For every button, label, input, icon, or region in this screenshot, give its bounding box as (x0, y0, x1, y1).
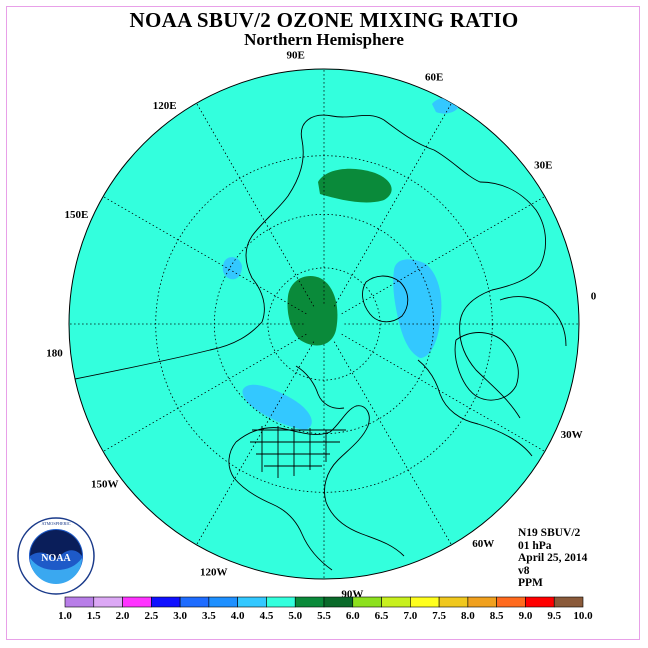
meridian-line (102, 333, 307, 452)
colorbar-swatch (410, 596, 440, 608)
meridian-line (341, 196, 546, 315)
colorbar-label: 2.5 (144, 610, 158, 622)
colorbar-swatch (64, 596, 95, 608)
info-satellite: N19 SBUV/2 (518, 527, 581, 539)
colorbar-label: 9.5 (547, 610, 561, 622)
colorbar-swatch (237, 596, 267, 608)
colorbar-label: 1.0 (58, 610, 72, 622)
page-subtitle: Northern Hemisphere (244, 30, 404, 49)
colorbar-label: 2.0 (116, 610, 130, 622)
colorbar-label: 10.0 (573, 610, 593, 622)
colorbar-label: 6.0 (346, 610, 360, 622)
colorbar-label: 1.5 (87, 610, 101, 622)
colorbar-label: 8.5 (490, 610, 504, 622)
gull-icon (30, 530, 82, 560)
colorbar-swatch (179, 596, 210, 608)
colorbar-swatch (294, 596, 325, 608)
colorbar-swatch (496, 596, 526, 608)
latitude-circle (267, 267, 381, 381)
info-level: 01 hPa (518, 539, 552, 552)
colorbar-label: 7.5 (432, 610, 446, 622)
ozone-low-4.0-pacific (222, 257, 242, 280)
colorbar-swatch (122, 596, 152, 608)
colorbar-swatch (266, 596, 296, 608)
colorbar-swatch (438, 596, 469, 608)
longitude-label: 60W (472, 538, 494, 550)
longitude-label: 120E (153, 100, 177, 112)
meridian-line (196, 341, 315, 546)
logo-wordmark: NOAA (41, 553, 71, 564)
longitude-label: 60E (425, 71, 443, 83)
colorbar-swatch (93, 596, 123, 608)
ozone-high-5.5-pole (287, 276, 338, 346)
colorbar-swatch (323, 596, 354, 608)
meridian-line (333, 341, 452, 546)
longitude-label: 180 (46, 347, 63, 359)
colorbar-label: 6.5 (375, 610, 389, 622)
page-frame (6, 6, 640, 640)
ozone-low-4.0-north-america (242, 384, 312, 430)
graticule (69, 69, 579, 579)
ozone-low-4.0-europe (393, 259, 442, 358)
longitude-label: 0 (591, 291, 597, 303)
colorbar-label: 7.0 (403, 610, 417, 622)
info-units: PPM (518, 577, 543, 590)
logo-ring-text: ATMOSPHERIC (41, 521, 70, 526)
longitude-label: 150E (65, 209, 89, 221)
colorbar-label: 3.0 (173, 610, 187, 622)
page-title: NOAA SBUV/2 OZONE MIXING RATIO (129, 8, 519, 32)
colorbar-label: 3.5 (202, 610, 216, 622)
colorbar-swatch (208, 596, 238, 608)
ozone-high-5.5-siberia (318, 168, 392, 203)
colorbar-label: 5.5 (317, 610, 331, 622)
colorbar: 1.0 1.5 2.0 2.5 3.0 3.5 4.0 4.5 5.0 5.5 6.0 6.5 7.0 7… (58, 596, 593, 622)
info-date: April 25, 2014 (518, 552, 588, 565)
longitude-label: 30E (534, 160, 552, 172)
colorbar-swatch (381, 596, 411, 608)
longitude-label: 30W (561, 429, 583, 441)
meridian-line (341, 333, 546, 452)
colorbar-label: 9.0 (519, 610, 533, 622)
info-version: v8 (518, 564, 530, 577)
colorbar-label: 5.0 (288, 610, 302, 622)
coastlines (69, 114, 567, 571)
noaa-logo: NOAA ATMOSPHERIC (17, 517, 95, 595)
info-block: N19 SBUV/2 01 hPa April 25, 2014 v8 PPM (518, 527, 587, 590)
colorbar-swatch (525, 596, 555, 608)
colorbar-swatch (553, 596, 584, 608)
meridian-line (196, 102, 315, 307)
colorbar-swatch (151, 596, 181, 608)
longitude-label: 150W (91, 478, 119, 490)
colorbar-swatch (352, 596, 382, 608)
longitude-label: 90E (287, 49, 305, 61)
meridian-line (333, 102, 452, 307)
latitude-circle (155, 155, 493, 493)
colorbar-label: 8.0 (461, 610, 475, 622)
colorbar-swatch (467, 596, 497, 608)
longitude-label: 120W (200, 567, 228, 579)
colorbar-label: 4.5 (260, 610, 274, 622)
colorbar-label: 4.0 (231, 610, 245, 622)
meridian-line (102, 196, 307, 315)
